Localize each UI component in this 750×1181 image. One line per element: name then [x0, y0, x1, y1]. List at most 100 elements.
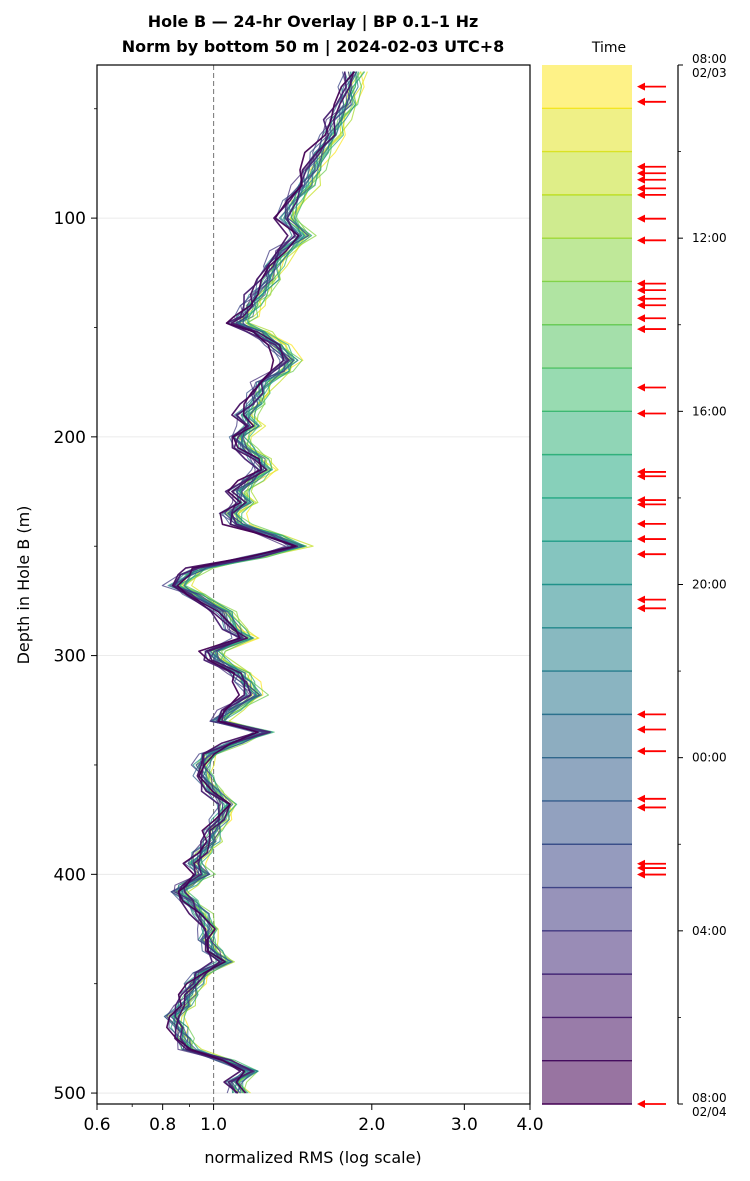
time-tick-label: 08:00 02/04 [692, 1091, 727, 1119]
x-tick-label: 2.0 [358, 1115, 385, 1135]
profile-line [167, 71, 356, 1094]
series-layer [161, 71, 368, 1094]
time-tick-label-line: 12:00 [692, 231, 727, 245]
plot-frame [96, 64, 531, 1105]
time-bin [542, 65, 632, 109]
y-tick-label: 300 [54, 647, 86, 667]
event-arrow-head [637, 162, 645, 171]
time-bin [542, 757, 632, 801]
event-arrow-head [637, 383, 645, 392]
profile-line [163, 71, 353, 1094]
event-arrow-head [637, 1100, 645, 1108]
profile-line [171, 71, 355, 1094]
time-tick-label: 20:00 [692, 578, 727, 592]
time-bin [542, 281, 632, 325]
x-tick-label: 4.0 [516, 1115, 543, 1135]
event-arrow-head [637, 604, 645, 613]
profile-line [168, 71, 358, 1094]
event-arrow-head [637, 286, 645, 295]
y-tick-label: 200 [54, 428, 86, 448]
event-arrow-head [637, 184, 645, 193]
x-tick-label: 0.6 [83, 1115, 110, 1135]
event-arrow-head [637, 747, 645, 756]
event-arrow-head [637, 236, 645, 245]
time-bin [542, 238, 632, 282]
event-arrows [637, 82, 666, 1108]
time-bin [542, 108, 632, 152]
time-tick-label: 12:00 [692, 231, 727, 245]
time-bin [542, 844, 632, 888]
time-tick-label-line: 00:00 [692, 751, 727, 765]
time-bin [542, 1060, 632, 1104]
event-arrow-head [637, 294, 645, 303]
time-bin [542, 887, 632, 931]
event-arrow-head [637, 595, 645, 604]
event-arrow-head [637, 82, 645, 91]
event-arrow-head [637, 325, 645, 334]
time-bin [542, 800, 632, 845]
time-tick-label-line: 08:00 [692, 52, 727, 66]
time-tick-label-line: 04:00 [692, 924, 727, 938]
event-arrow-head [637, 550, 645, 559]
time-tick-label-line: 02/03 [692, 66, 727, 80]
chart-subtitle: Norm by bottom 50 m | 2024-02-03 UTC+8 [121, 37, 505, 56]
time-tick-label-line: 02/04 [692, 1105, 727, 1119]
time-tick-label: 00:00 [692, 751, 727, 765]
time-bin [542, 324, 632, 369]
time-bin [542, 497, 632, 542]
time-tick-label: 04:00 [692, 924, 727, 938]
x-tick-label: 0.8 [149, 1115, 176, 1135]
grid-layer [97, 217, 530, 1094]
time-bin [542, 1017, 632, 1061]
chart-title: Hole B — 24-hr Overlay | BP 0.1–1 Hz [147, 12, 479, 31]
time-bin [542, 151, 632, 195]
time-bin [542, 194, 632, 239]
time-bin [542, 454, 632, 498]
x-tick-label: 3.0 [451, 1115, 478, 1135]
x-axis-label: normalized RMS (log scale) [204, 1148, 421, 1167]
label-layer: normalized RMS (log scale) Depth in Hole… [14, 40, 626, 1167]
time-bin [542, 541, 632, 585]
event-arrow-head [637, 175, 645, 184]
event-arrow-head [637, 519, 645, 528]
time-bin [542, 671, 632, 715]
event-arrow-head [637, 472, 645, 481]
profile-line [166, 71, 356, 1094]
profile-line [164, 71, 346, 1094]
event-arrow-head [637, 214, 645, 223]
event-arrow-head [637, 169, 645, 178]
event-arrow-head [637, 190, 645, 199]
time-tick-label-line: 16:00 [692, 404, 727, 418]
event-arrow-head [637, 794, 645, 803]
y-tick-label: 500 [54, 1084, 86, 1104]
event-arrow-head [637, 301, 645, 310]
event-arrow-head [637, 710, 645, 719]
time-colorbar: 08:00 02/0312:0016:0020:0000:0004:0008:00… [542, 52, 727, 1119]
time-tick-label: 08:00 02/03 [692, 52, 727, 80]
time-tick-label: 16:00 [692, 404, 727, 418]
profile-line [175, 71, 365, 1094]
event-arrow-head [637, 314, 645, 323]
time-bin [542, 714, 632, 758]
time-axis-label: Time [591, 40, 626, 56]
event-arrow-head [637, 535, 645, 544]
event-arrow-head [637, 803, 645, 812]
time-tick-label-line: 08:00 [692, 1091, 727, 1105]
y-tick-label: 400 [54, 865, 86, 885]
profile-line [161, 71, 352, 1094]
profile-line [166, 71, 353, 1094]
profile-line [171, 71, 357, 1094]
profile-line [166, 71, 358, 1094]
time-bin [542, 974, 632, 1018]
event-arrow-head [637, 279, 645, 288]
event-arrow-head [637, 97, 645, 106]
event-arrow-head [637, 725, 645, 734]
event-arrow-head [637, 500, 645, 509]
time-bin [542, 368, 632, 412]
y-axis-label: Depth in Hole B (m) [14, 506, 33, 665]
time-bin [542, 627, 632, 672]
event-arrow-head [637, 409, 645, 418]
time-bin [542, 584, 632, 628]
